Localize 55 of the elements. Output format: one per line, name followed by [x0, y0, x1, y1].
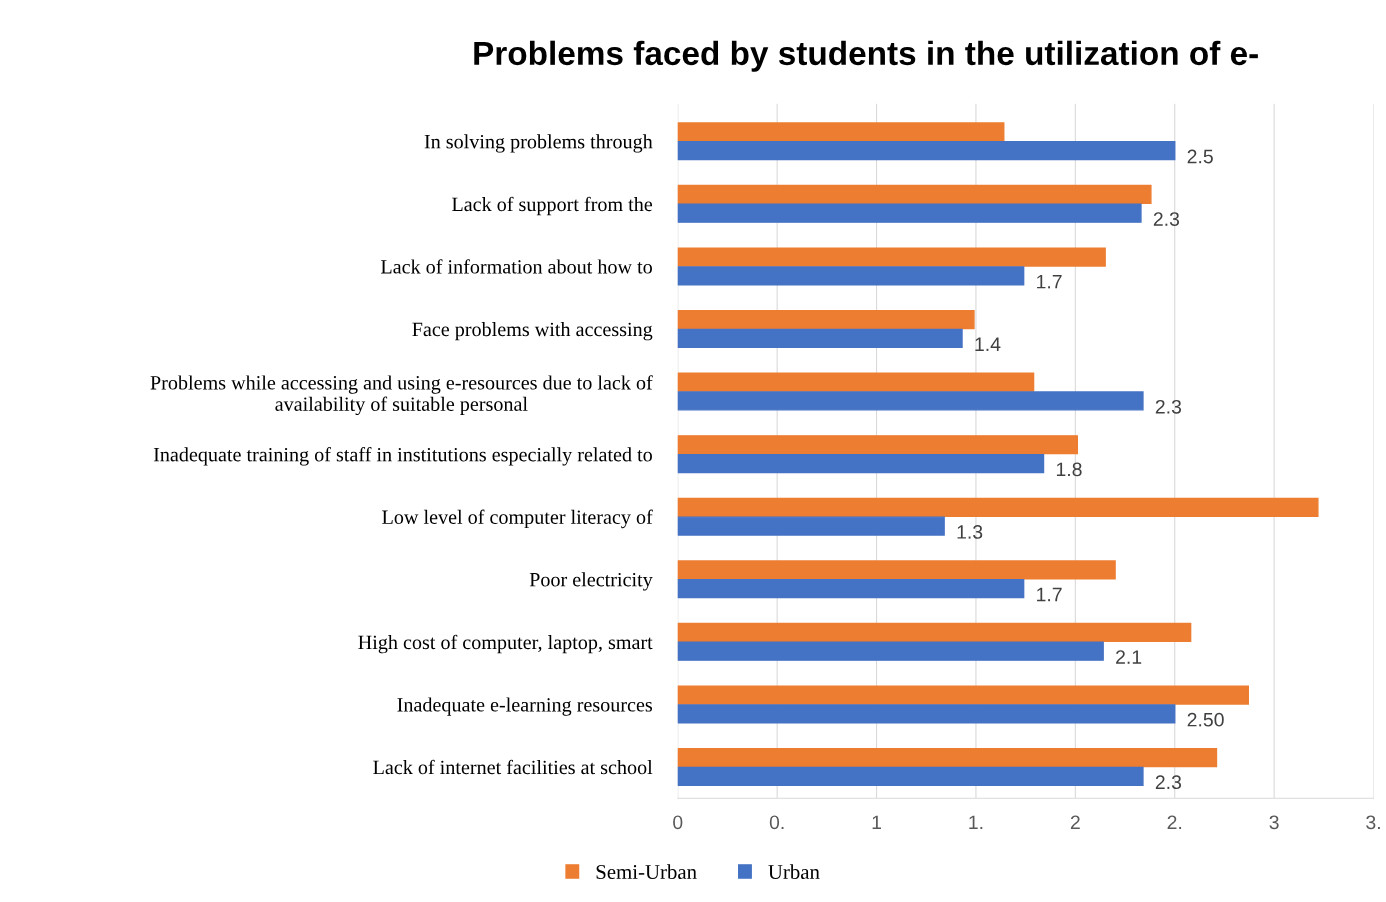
y-tick-label: Face problems with accessing: [412, 322, 653, 341]
bar: [677, 184, 1152, 205]
data-label: 1.3: [957, 525, 983, 539]
y-tick-label: High cost of computer, laptop, smart: [358, 634, 653, 654]
bar: [677, 560, 1116, 580]
bar: [677, 372, 1035, 392]
bar: [677, 141, 1176, 161]
y-tick-label: Problems while accessing and using e-resources due to lack of availability of suitable personal: [150, 375, 653, 416]
bar: [677, 122, 1005, 142]
bar: [677, 622, 1192, 643]
x-tick-label: 1.: [969, 815, 983, 830]
bar: [677, 247, 1106, 267]
y-tick-label: In solving problems through: [424, 134, 653, 153]
x-tick-label: 0.: [769, 815, 784, 830]
data-label: 2.5: [1187, 149, 1213, 164]
bar: [677, 266, 1025, 286]
data-label: 2.1: [1116, 650, 1142, 664]
bar: [677, 766, 1144, 786]
bar: [677, 641, 1104, 661]
x-tick-label: 3: [1269, 815, 1279, 830]
bar: [677, 435, 1079, 455]
data-label: 1.7: [1037, 274, 1062, 289]
bar: [677, 704, 1176, 724]
x-tick-label: 2.: [1167, 815, 1182, 830]
data-label: 1.7: [1037, 587, 1062, 602]
data-label: 2.3: [1153, 212, 1180, 226]
bar: [677, 579, 1025, 599]
chart-title: Problems faced by students in the utilization of e-: [474, 40, 1258, 72]
data-label: 2.50: [1187, 712, 1224, 727]
legend-label: Semi-Urban: [596, 864, 697, 880]
data-label: 1.4: [975, 337, 1001, 351]
bar: [677, 516, 945, 536]
bar: [677, 747, 1218, 768]
x-tick-label: 0: [673, 815, 683, 830]
x-tick-label: 1: [872, 815, 881, 830]
data-label: 2.3: [1155, 775, 1182, 790]
y-tick-label: Lack of support from the: [452, 196, 653, 216]
bar: [677, 328, 963, 348]
bar: [677, 309, 975, 330]
bar: [677, 453, 1045, 474]
bar: [677, 391, 1144, 411]
bar: [677, 203, 1142, 223]
y-tick-label: Lack of information about how to: [380, 259, 652, 274]
y-tick-label: Inadequate e-learning resources: [397, 697, 653, 716]
y-tick-label: Lack of internet facilities at school: [373, 759, 653, 775]
data-label: 1.8: [1056, 462, 1082, 477]
x-tick-label: 2: [1070, 815, 1080, 830]
bar: [677, 497, 1319, 517]
y-tick-label: Poor electricity: [529, 572, 653, 591]
data-label: 2.3: [1155, 399, 1182, 414]
x-tick-label: 3.: [1366, 815, 1380, 830]
y-tick-label: Inadequate training of staff in institutions especially related to: [153, 447, 652, 466]
legend-label: Urban: [768, 864, 820, 880]
bar: [677, 685, 1249, 705]
y-tick-label: Low level of computer literacy of: [382, 509, 653, 529]
